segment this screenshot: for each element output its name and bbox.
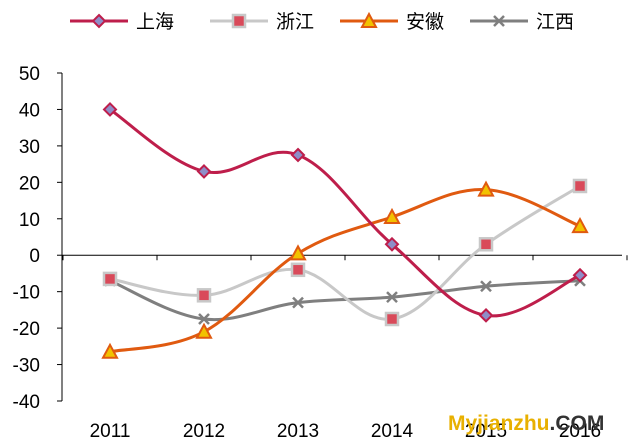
y-tick-label: 40 (19, 100, 40, 121)
legend-label: 江西 (536, 11, 574, 33)
data-point (572, 267, 588, 283)
legend-label: 上海 (136, 11, 174, 33)
watermark-suffix: .COM (550, 412, 605, 435)
y-tick-label: 0 (29, 246, 40, 267)
data-point (384, 311, 400, 327)
data-point (478, 237, 494, 252)
y-tick-label: -30 (13, 356, 40, 377)
series-square (102, 178, 588, 327)
legend-item: 浙江 (210, 11, 314, 33)
y-tick-label: 10 (19, 210, 40, 231)
watermark: Myjianzhu.COM (448, 412, 604, 435)
data-point (478, 307, 494, 323)
x-tick-label: 2014 (371, 421, 414, 442)
data-point (289, 244, 307, 261)
data-point (292, 296, 304, 309)
series-line (109, 108, 581, 318)
data-point (386, 291, 398, 304)
data-point (290, 147, 306, 163)
y-tick-label: -20 (13, 319, 40, 340)
legend-marker (91, 13, 107, 29)
y-tick-label: 20 (19, 173, 40, 194)
series-line (109, 279, 581, 322)
data-point (102, 271, 118, 287)
series-line (109, 188, 581, 354)
series-triangle (101, 180, 589, 359)
data-point (477, 180, 495, 197)
legend-item: 江西 (470, 11, 574, 33)
y-tick-label: 50 (19, 64, 40, 85)
series-x (104, 274, 586, 325)
data-point (572, 178, 588, 194)
legend-marker (231, 13, 247, 29)
x-tick-label: 2013 (277, 421, 319, 442)
data-point (195, 322, 213, 339)
data-point (101, 342, 119, 359)
legend-marker (360, 11, 378, 28)
series-diamond (102, 102, 588, 323)
x-tick-label: 2015 (465, 421, 507, 442)
series-layer (101, 102, 589, 359)
legend: 上海 浙江 安徽 江西 (70, 11, 574, 33)
y-tick-label: 30 (19, 137, 40, 158)
data-point (102, 102, 118, 117)
legend-item: 上海 (70, 11, 174, 33)
legend-marker (493, 15, 505, 27)
data-point (198, 313, 210, 325)
x-tick-label: 2012 (183, 421, 225, 442)
y-tick-label: -40 (13, 392, 40, 413)
data-point (571, 216, 589, 234)
legend-label: 浙江 (276, 11, 314, 33)
data-point (383, 207, 401, 224)
data-point (290, 262, 306, 278)
y-tick-label: -10 (13, 283, 40, 304)
data-point (480, 280, 492, 293)
legend-label: 安徽 (406, 11, 444, 33)
data-point (384, 236, 400, 252)
data-point (196, 163, 212, 179)
x-tick-label: 2011 (90, 421, 131, 442)
watermark-brand: Myjianzhu (448, 412, 550, 435)
series-line (109, 184, 581, 321)
legend-item: 安徽 (340, 11, 444, 33)
axes: 50 40 30 20 10 0 -10 -20 -30 -40 2011 2012 2013 2014 2… (13, 64, 628, 442)
data-point (196, 288, 212, 303)
x-tick-label: 2016 (559, 421, 601, 442)
